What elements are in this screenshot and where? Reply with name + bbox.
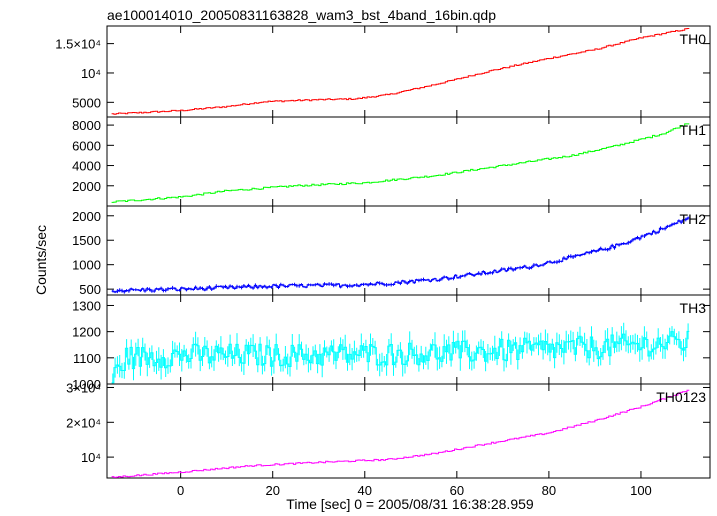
panel-label: TH2 (680, 211, 707, 227)
panel-frame (106, 25, 711, 118)
panel-th1: 2000 4000 6000 8000 TH1 (72, 116, 711, 207)
y-tick-label: 5000 (72, 95, 101, 110)
y-tick-label: 4000 (72, 159, 101, 174)
panel-label: TH1 (680, 122, 707, 138)
y-tick-label: 3×10⁴ (66, 380, 101, 395)
panel-th0123: 10⁴ 2×10⁴ 3×10⁴ 0 20 40 60 80 100 TH0123 (66, 380, 711, 498)
y-tick-label: 2000 (72, 209, 101, 224)
panel-th3: 1000 1100 1200 1300 TH3 (72, 294, 711, 392)
error-bars-th2 (112, 216, 689, 294)
y-tick-label: 1500 (72, 233, 101, 248)
x-tick-label: 60 (450, 483, 464, 498)
y-tick-label: 2×10⁴ (66, 415, 101, 430)
panel-label: TH3 (680, 300, 707, 316)
panel-label: TH0 (680, 31, 707, 47)
y-tick-label: 1200 (72, 325, 101, 340)
x-tick-label: 100 (630, 483, 652, 498)
x-tick-label: 40 (358, 483, 372, 498)
y-tick-label: 500 (79, 282, 101, 297)
x-tick-label: 20 (265, 483, 279, 498)
y-tick-label: 10⁴ (81, 66, 101, 81)
series-line-th1 (111, 123, 690, 203)
y-tick-label: 1300 (72, 298, 101, 313)
y-tick-label: 1.5×10⁴ (55, 37, 101, 52)
y-tick-label: 10⁴ (81, 450, 101, 465)
series-line-th2 (111, 217, 690, 293)
y-tick-label: 1000 (72, 377, 101, 392)
chart-title: ae100014010_20050831163828_wam3_bst_4ban… (107, 7, 496, 23)
y-tick-label: 6000 (72, 138, 101, 153)
y-tick-label: 1000 (72, 258, 101, 273)
panel-frame (106, 383, 711, 479)
x-tick-label: 80 (542, 483, 556, 498)
y-tick-label: 8000 (72, 118, 101, 133)
panel-th0: 5000 10⁴ 1.5×10⁴ TH0 (55, 25, 711, 118)
panel-th2: 500 1000 1500 2000 TH2 (72, 205, 711, 297)
x-tick-label: 0 (177, 483, 184, 498)
x-axis-label: Time [sec] 0 = 2005/08/31 16:38:28.959 (286, 496, 534, 512)
series-line-th0 (111, 28, 690, 115)
y-tick-label: 2000 (72, 179, 101, 194)
y-axis-label: Counts/sec (33, 225, 49, 295)
series-line-th3 (111, 330, 690, 384)
panel-label: TH0123 (656, 389, 706, 405)
series-line-th0123 (111, 389, 690, 478)
panel-frame (106, 116, 711, 207)
y-tick-label: 1100 (73, 351, 101, 366)
